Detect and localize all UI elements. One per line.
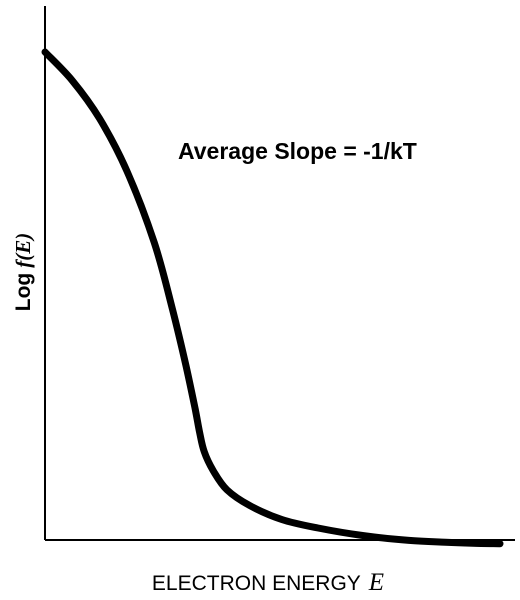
- plot-area: [41, 48, 504, 548]
- series-line: [41, 48, 504, 548]
- y-axis-label: Logf(E): [11, 233, 35, 311]
- axes: [44, 6, 515, 541]
- x-axis-label: ELECTRON ENERGY E: [152, 569, 384, 596]
- annotation: Average Slope = -1/kT: [178, 138, 417, 164]
